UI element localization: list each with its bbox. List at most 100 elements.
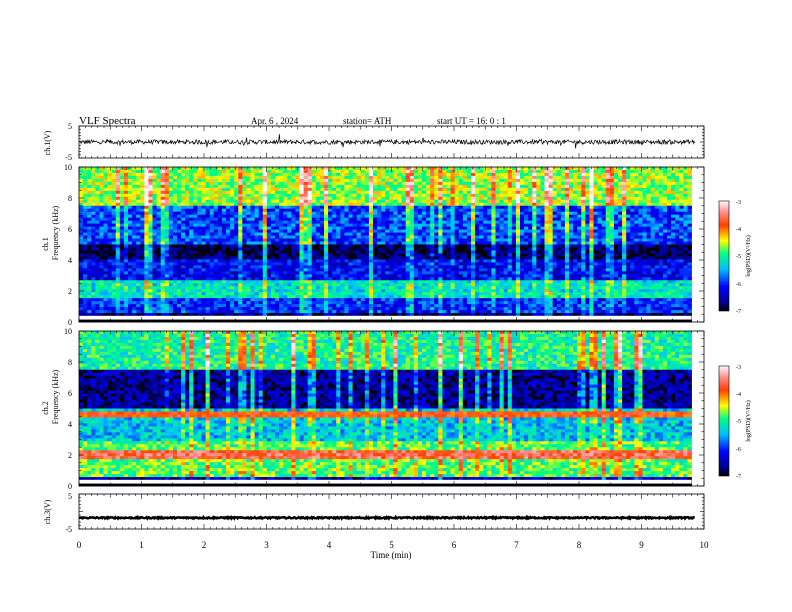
spectrogram-cell [675,226,680,230]
spectrogram-cell [569,190,574,195]
spectrogram-cell [283,175,288,180]
spectrogram-cell [507,241,513,245]
spectrogram-cell [507,220,513,225]
spectrogram-cell [413,250,419,254]
spectrogram-cell [515,220,521,225]
spectrogram-cell [638,202,643,207]
spectrogram-cell [103,202,108,207]
spectrogram-cell [544,223,549,228]
spectrogram-cell [589,241,594,245]
spectrogram-cell [458,217,464,222]
spectrogram-cell [348,217,353,222]
spectrogram-cell [671,262,676,266]
spectrogram-cell [654,178,660,183]
spectrogram-cell [466,244,472,248]
spectrogram-cell [605,202,611,207]
spectrogram-cell [434,250,439,254]
spectrogram-cell [368,184,374,189]
spectrogram-cell [422,208,427,213]
spectrogram-cell [83,202,88,207]
spectrogram-cell [270,181,276,186]
spectrogram-cell [662,262,668,266]
spectrogram-cell [397,193,402,198]
spectrogram-cell [581,229,586,233]
spectrogram-cell [524,262,529,266]
spectrogram-cell [123,167,129,171]
spectrogram-cell [336,232,341,236]
spectrogram-cell [671,244,676,248]
spectrogram-cell [544,172,549,177]
spectrogram-cell [405,253,411,257]
spectrogram-cell [336,175,341,180]
spectrogram-cell [667,193,672,198]
spectrogram-cell [405,259,411,263]
spectrogram-cell [364,226,370,230]
spectrogram-cell [303,238,309,242]
spectrogram-cell [454,205,460,210]
spectrogram-cell [91,202,96,207]
spectrogram-cell [352,167,358,171]
spectrogram-cell [209,244,215,248]
spectrogram-cell [585,181,590,186]
spectrogram-cell [638,187,643,192]
spectrogram-cell [250,187,255,192]
spectrogram-cell [160,241,166,245]
spectrogram-cell [401,178,407,183]
spectrogram-cell [552,256,558,260]
spectrogram-cell [119,172,125,177]
spectrogram-cell [536,250,541,254]
spectrogram-cell [299,187,304,192]
spectrogram-cell [295,235,300,239]
spectrogram-cell [454,208,460,213]
spectrogram-cell [275,199,280,204]
spectrogram-cell [213,202,219,207]
spectrogram-cell [270,178,276,183]
spectrogram-cell [520,205,525,210]
spectrogram-cell [352,172,358,177]
spectrogram-cell [499,202,505,207]
spectrogram-cell [544,175,549,180]
spectrogram-cell [503,220,509,225]
spectrogram-cell [507,187,513,192]
spectrogram-cell [389,202,394,207]
spectrogram-cell [389,232,394,236]
spectrogram-cell [487,262,492,266]
spectrogram-cell [662,199,668,204]
spectrogram-cell [638,241,643,245]
spectrogram-cell [95,199,100,204]
spectrogram-cell [230,244,235,248]
spectrogram-cell [679,178,684,183]
spectrogram-cell [319,172,325,177]
spectrogram-cell [315,196,321,201]
spectrogram-cell [234,244,239,248]
spectrogram-cell [119,250,125,254]
spectrogram-cell [275,223,280,228]
spectrogram-cell [524,184,529,189]
spectrogram-cell [438,256,443,260]
spectrogram-cell [548,175,554,180]
spectrogram-cell [266,205,272,210]
spectrogram-cell [132,202,137,207]
spectrogram-cell [560,172,566,177]
spectrogram-cell [650,181,656,186]
spectrogram-cell [552,229,558,233]
spectrogram-cell [626,235,631,239]
spectrogram-cell [254,247,260,251]
spectrogram-cell [234,259,239,263]
spectrogram-cell [324,250,329,254]
spectrogram-cell [479,238,484,242]
spectrogram-cell [181,169,186,174]
spectrogram-cell [373,235,378,239]
spectrogram-cell [111,196,117,201]
spectrogram-cell [515,190,521,195]
spectrogram-cell [360,167,366,171]
spectrogram-cell [446,196,451,201]
spectrogram-cell [618,187,623,192]
spectrogram-cell [650,169,656,174]
spectrogram-cell [303,259,309,263]
spectrogram-cell [687,190,692,195]
spectrogram-cell [360,256,366,260]
spectrogram-cell [434,220,439,225]
spectrogram-cell [119,223,125,228]
spectrogram-cell [295,223,300,228]
